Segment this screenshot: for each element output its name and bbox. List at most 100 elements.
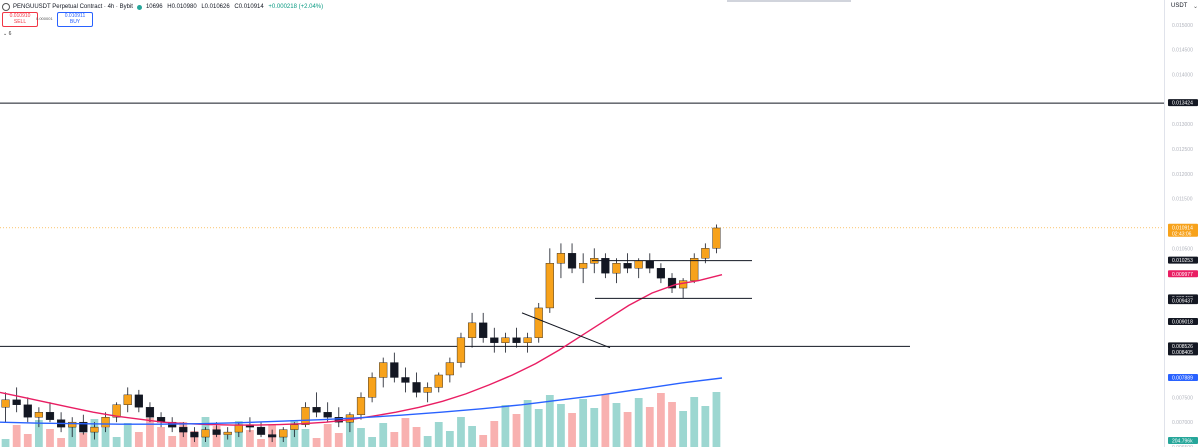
candle-body xyxy=(712,227,721,249)
candle-body xyxy=(90,426,99,433)
ohlc-readout: 10696 H0.010980 L0.010626 C0.010914 +0.0… xyxy=(146,4,326,10)
buy-price: 0.010911 xyxy=(64,13,86,19)
volume-bar xyxy=(468,426,476,447)
candle-body xyxy=(279,429,288,438)
candle-body xyxy=(123,394,132,405)
volume-bar xyxy=(434,422,443,447)
volume-bar xyxy=(312,438,321,447)
market-status-icon xyxy=(136,4,142,10)
volume-bar xyxy=(523,400,532,447)
volume-bar xyxy=(168,436,177,447)
price-axis-tick: 0.012000 xyxy=(1172,172,1193,178)
candle-body xyxy=(179,426,188,433)
candle-body xyxy=(534,307,543,338)
candle-body xyxy=(445,362,454,376)
volume-bar xyxy=(579,399,588,447)
price-axis-tick: 0.011500 xyxy=(1172,197,1193,203)
candle-body xyxy=(268,434,277,438)
candle-body xyxy=(501,337,510,343)
price-badge xyxy=(1168,256,1198,264)
volume-bar xyxy=(23,434,32,447)
candle-body xyxy=(423,387,432,393)
volume-bar xyxy=(612,403,621,447)
candle-body xyxy=(456,337,466,363)
volume-bar xyxy=(590,408,599,447)
indicators-toggle[interactable]: ⌄ 6 xyxy=(3,31,12,37)
candle-body xyxy=(101,417,110,428)
candle-body xyxy=(223,431,232,435)
volume-bar xyxy=(379,423,388,447)
volume-bar xyxy=(445,431,454,447)
candle-body xyxy=(134,394,143,408)
volume-bar xyxy=(657,393,665,447)
price-badge xyxy=(1168,223,1198,237)
ohlc-close: C0.010914 xyxy=(234,4,264,10)
candle-body xyxy=(656,268,665,279)
candle-body xyxy=(434,374,443,388)
buy-label: BUY xyxy=(69,19,81,25)
volume-bar xyxy=(301,429,310,447)
buy-button[interactable]: 0.010911 BUY xyxy=(57,12,93,27)
volume-bar xyxy=(346,419,354,447)
sell-button[interactable]: 0.010910 SELL xyxy=(2,12,38,27)
price-badge-label: 0.009977 xyxy=(1172,272,1193,278)
volume-bar xyxy=(668,402,676,447)
price-badge xyxy=(1168,342,1198,350)
trendline xyxy=(521,312,611,349)
candle-body xyxy=(545,263,554,309)
top-toolbar[interactable] xyxy=(727,0,851,2)
price-axis[interactable] xyxy=(1164,0,1200,447)
candle-body xyxy=(379,362,388,378)
candle-body xyxy=(212,429,221,435)
volume-bar xyxy=(157,427,165,447)
volume-bar xyxy=(490,421,499,447)
candle-body xyxy=(567,253,577,269)
volume-bar xyxy=(101,428,110,447)
price-axis-tick: 0.014000 xyxy=(1172,73,1193,79)
candle-body xyxy=(145,407,155,418)
price-badge-label: 0.010914 xyxy=(1172,225,1193,231)
volume-bar xyxy=(712,392,721,447)
candle-body xyxy=(701,248,710,259)
volume-bar xyxy=(501,405,510,447)
volume-bar xyxy=(412,427,421,447)
candle-body xyxy=(401,377,410,383)
candle-body xyxy=(479,322,488,338)
candle-body xyxy=(356,397,366,415)
volume-bar xyxy=(690,397,699,447)
volume-bar xyxy=(679,411,688,447)
spread-value: 0.000001 xyxy=(36,16,53,21)
candle-body xyxy=(312,407,321,413)
currency-selector[interactable]: USDT xyxy=(1171,3,1188,9)
price-badge-label: 204.796k xyxy=(1172,439,1193,445)
candle-body xyxy=(34,412,43,418)
volume-bar xyxy=(134,432,143,447)
candle-body xyxy=(623,263,632,269)
candle-body xyxy=(690,258,699,281)
candle-body xyxy=(301,407,310,425)
price-axis-tick: 0.006500 xyxy=(1172,445,1193,447)
price-axis-tick: 0.014500 xyxy=(1172,48,1193,54)
candle-body xyxy=(579,263,588,269)
price-axis-tick: 0.013000 xyxy=(1172,122,1193,128)
volume-bar xyxy=(423,436,432,447)
price-badge xyxy=(1168,270,1198,278)
symbol-title[interactable]: PENGUUSDT Perpetual Contract · 4h · Bybi… xyxy=(13,4,133,10)
price-badge-label: 0.007889 xyxy=(1172,376,1193,382)
candle-body xyxy=(201,429,210,438)
volume-bar xyxy=(246,430,254,447)
price-badge xyxy=(1168,437,1198,444)
volume-bar xyxy=(323,424,332,447)
chevron-down-icon[interactable]: ⌄ xyxy=(1193,4,1199,10)
volume-bar xyxy=(479,435,488,447)
volume-bar xyxy=(112,437,121,447)
candle-body xyxy=(390,362,399,378)
price-badge xyxy=(1168,348,1198,356)
candle-body xyxy=(190,431,199,438)
price-badge-label: 0.008405 xyxy=(1172,350,1193,356)
volume-bar xyxy=(123,423,132,447)
volume-bar xyxy=(146,418,154,447)
candle-body xyxy=(12,399,21,405)
